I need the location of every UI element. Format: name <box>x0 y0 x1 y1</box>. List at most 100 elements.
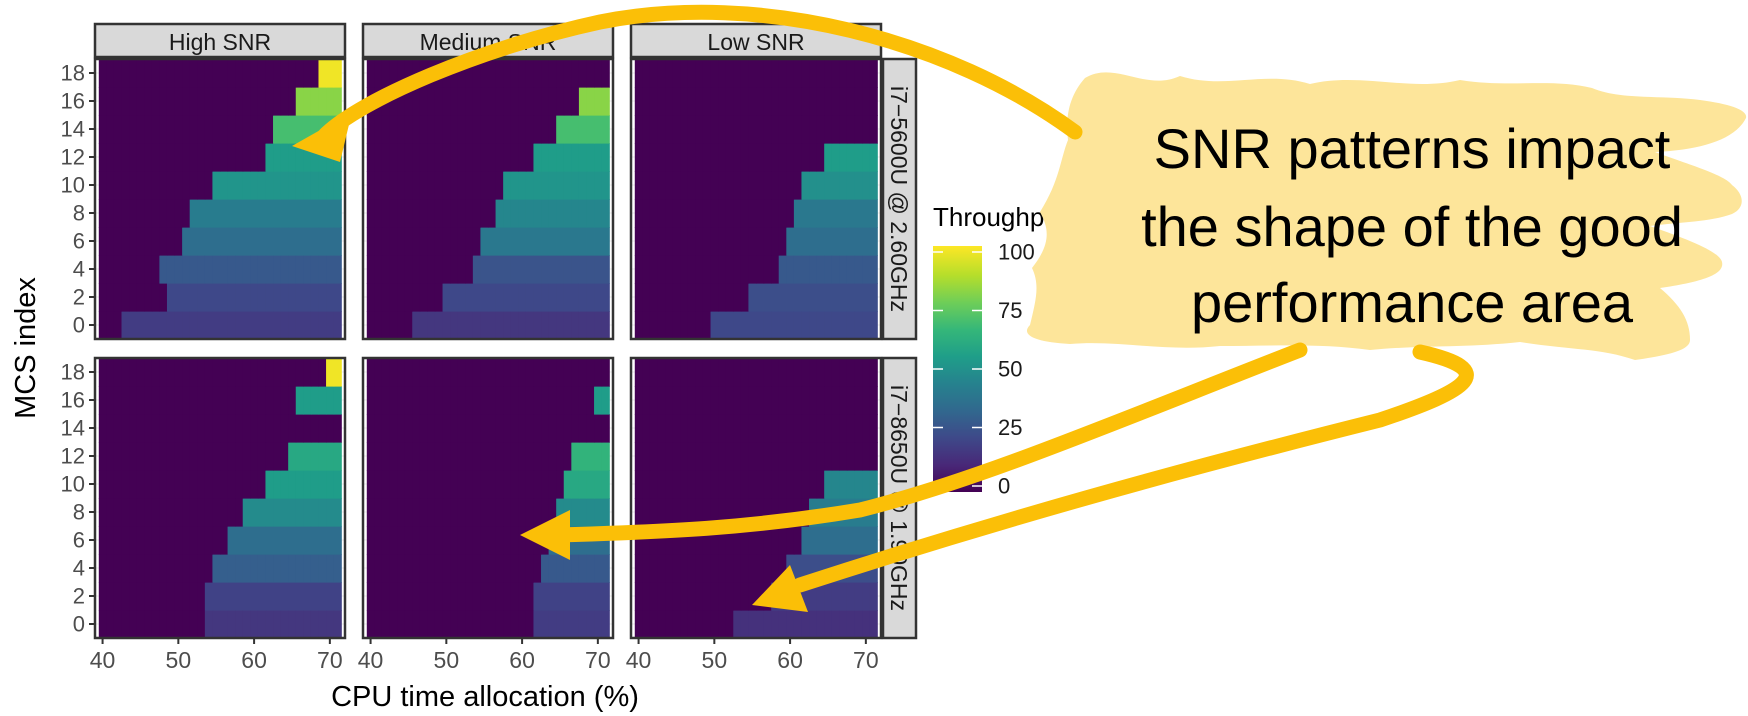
heatmap-cell <box>412 498 421 527</box>
heatmap-cell <box>412 199 421 228</box>
heatmap-cell <box>541 115 550 144</box>
heatmap-cell <box>326 311 335 340</box>
heatmap-cell <box>687 87 696 116</box>
heatmap-cell <box>634 526 643 555</box>
heatmap-cell <box>756 115 765 144</box>
heatmap-cell <box>710 311 719 340</box>
heatmap-cell <box>374 171 383 200</box>
heatmap-cell <box>404 414 413 443</box>
heatmap-cell <box>824 582 833 611</box>
heatmap-cell <box>333 227 342 256</box>
heatmap-cell <box>548 358 557 387</box>
heatmap-cell <box>801 59 810 88</box>
heatmap-cell <box>242 115 251 144</box>
heatmap-cell <box>854 283 863 312</box>
heatmap-cell <box>197 143 206 172</box>
heatmap-cell <box>801 87 810 116</box>
heatmap-cell <box>166 199 176 228</box>
heatmap-cell <box>366 358 375 387</box>
heatmap-cell <box>846 414 856 443</box>
heatmap-cell <box>318 227 327 256</box>
heatmap-cell <box>98 414 107 443</box>
heatmap-cell <box>725 386 734 415</box>
heatmap-cell <box>495 498 504 527</box>
heatmap-cell <box>763 442 772 471</box>
heatmap-cell <box>397 143 406 172</box>
heatmap-cell <box>518 386 527 415</box>
heatmap-cell <box>465 283 474 312</box>
heatmap-cell <box>541 582 550 611</box>
heatmap-cell <box>801 115 810 144</box>
heatmap-cell <box>801 199 810 228</box>
heatmap-cell <box>129 199 138 228</box>
heatmap-cell <box>303 143 312 172</box>
heatmap-cell <box>442 87 451 116</box>
heatmap-cell <box>786 610 795 639</box>
heatmap-cell <box>495 414 504 443</box>
heatmap-cell <box>718 227 727 256</box>
heatmap-cell <box>227 442 236 471</box>
heatmap-cell <box>525 171 535 200</box>
heatmap-cell <box>816 554 825 583</box>
heatmap-cell <box>488 311 497 340</box>
heatmap-cell <box>397 414 406 443</box>
x-tick-label: 70 <box>585 647 611 673</box>
heatmap-cell <box>816 227 825 256</box>
heatmap-cell <box>702 59 712 88</box>
heatmap-cell <box>389 386 398 415</box>
heatmap-cell <box>235 442 244 471</box>
heatmap-cell <box>159 498 168 527</box>
heatmap-cell <box>295 115 304 144</box>
heatmap-cell <box>310 87 320 116</box>
heatmap-cell <box>710 255 719 284</box>
heatmap-cell <box>695 143 704 172</box>
heatmap-cell <box>106 199 115 228</box>
heatmap-cell <box>824 526 833 555</box>
heatmap-cell <box>718 199 727 228</box>
heatmap-cell <box>748 610 757 639</box>
heatmap-cell <box>525 610 535 639</box>
heatmap-cell <box>525 87 535 116</box>
heatmap-cell <box>182 199 191 228</box>
heatmap-cell <box>151 442 160 471</box>
heatmap-cell <box>733 171 742 200</box>
heatmap-cell <box>488 115 497 144</box>
heatmap-cell <box>649 199 659 228</box>
heatmap-cell <box>657 498 666 527</box>
heatmap-cell <box>121 311 130 340</box>
heatmap-cell <box>642 115 651 144</box>
heatmap-cell <box>389 442 398 471</box>
heatmap-cell <box>106 610 115 639</box>
heatmap-cell <box>748 171 757 200</box>
heatmap-cell <box>763 255 772 284</box>
heatmap-cell <box>434 171 444 200</box>
heatmap-cell <box>680 255 689 284</box>
heatmap-cell <box>740 115 750 144</box>
heatmap-cell <box>273 311 282 340</box>
heatmap-cell <box>793 143 803 172</box>
heatmap-cell <box>412 227 421 256</box>
heatmap-cell <box>480 115 489 144</box>
heatmap-cell <box>563 199 572 228</box>
heatmap-cell <box>472 115 482 144</box>
heatmap-cell <box>166 311 176 340</box>
heatmap-cell <box>303 283 312 312</box>
heatmap-cell <box>227 87 236 116</box>
heatmap-cell <box>488 227 497 256</box>
heatmap-cell <box>488 358 497 387</box>
heatmap-cell <box>427 143 436 172</box>
heatmap-cell <box>113 227 123 256</box>
heatmap-cell <box>273 610 282 639</box>
heatmap-cell <box>672 386 681 415</box>
heatmap-cell <box>801 311 810 340</box>
heatmap-cell <box>740 610 750 639</box>
heatmap-cell <box>687 498 696 527</box>
heatmap-cell <box>427 171 436 200</box>
heatmap-cell <box>495 582 504 611</box>
heatmap-cell <box>318 255 327 284</box>
heatmap-cell <box>434 199 444 228</box>
heatmap-cell <box>220 498 229 527</box>
heatmap-cell <box>525 442 535 471</box>
heatmap-cell <box>280 59 289 88</box>
heatmap-cell <box>710 526 719 555</box>
